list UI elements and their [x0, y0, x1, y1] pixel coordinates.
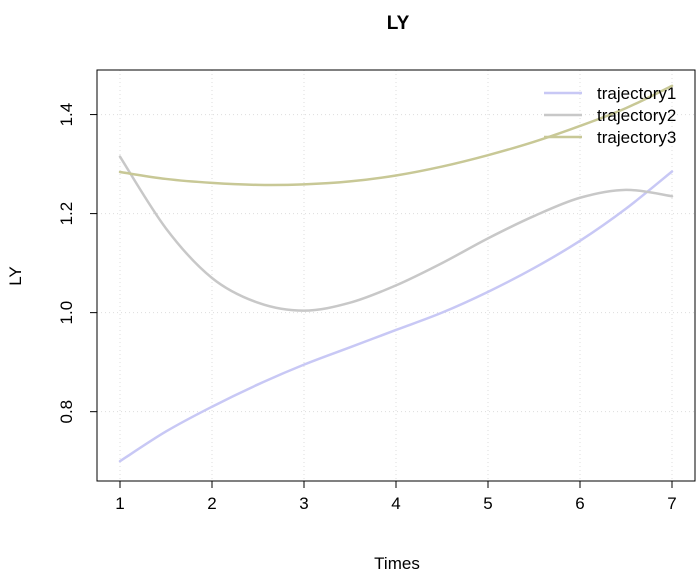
x-tick-label: 1 [115, 494, 124, 513]
y-tick-label: 1.0 [57, 301, 76, 325]
series-lines [118, 84, 674, 463]
series-line-trajectory2 [118, 155, 674, 312]
x-tick-label: 5 [483, 494, 492, 513]
legend-label-trajectory2: trajectory2 [597, 106, 676, 125]
y-axis: 0.8 1.0 1.2 1.4 [57, 103, 98, 424]
legend: trajectory1 trajectory2 trajectory3 [544, 84, 676, 147]
x-tick-label: 4 [391, 494, 400, 513]
x-axis-label: Times [374, 554, 420, 573]
x-tick-label: 3 [299, 494, 308, 513]
x-tick-label: 7 [667, 494, 676, 513]
y-tick-label: 1.4 [57, 103, 76, 127]
legend-label-trajectory1: trajectory1 [597, 84, 676, 103]
legend-label-trajectory3: trajectory3 [597, 128, 676, 147]
x-tick-label: 6 [575, 494, 584, 513]
y-tick-label: 0.8 [57, 400, 76, 424]
x-axis: 1 2 3 4 5 6 7 [115, 480, 677, 513]
y-tick-label: 1.2 [57, 202, 76, 226]
y-axis-label: LY [6, 266, 25, 286]
chart-title: LY [387, 13, 410, 34]
series-line-trajectory1 [118, 170, 674, 463]
x-tick-label: 2 [207, 494, 216, 513]
series-line-trajectory3 [118, 84, 674, 187]
grid [97, 70, 695, 481]
